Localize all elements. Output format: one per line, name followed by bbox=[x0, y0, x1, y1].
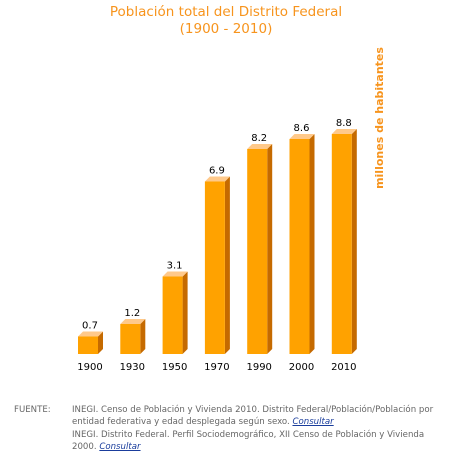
x-tick-label: 1950 bbox=[162, 362, 187, 373]
x-tick-label: 2010 bbox=[331, 362, 356, 373]
bar-side bbox=[267, 144, 273, 354]
chart-subtitle: (1900 - 2010) bbox=[179, 21, 273, 37]
source-text-1: INEGI. Censo de Población y Vivienda 201… bbox=[72, 405, 434, 427]
bar-top bbox=[162, 271, 188, 277]
bar-top bbox=[78, 331, 103, 337]
bar-side bbox=[351, 129, 357, 354]
bar-top bbox=[289, 134, 315, 139]
bar bbox=[204, 176, 230, 354]
bar bbox=[289, 134, 315, 354]
x-tick-label: 2000 bbox=[289, 362, 314, 373]
bar-value-label: 8.8 bbox=[336, 118, 352, 129]
source-line-2: INEGI. Distrito Federal. Perfil Sociodem… bbox=[72, 430, 444, 453]
bar-value-label: 8.6 bbox=[294, 123, 310, 134]
bar-front bbox=[204, 181, 225, 354]
bar bbox=[162, 271, 188, 354]
bar bbox=[120, 319, 146, 354]
bar-front bbox=[120, 324, 141, 354]
bar-value-label: 6.9 bbox=[209, 166, 225, 177]
bar-value-label: 8.2 bbox=[251, 133, 267, 144]
bar-side bbox=[224, 176, 230, 354]
bar-side bbox=[309, 134, 315, 354]
consultar-link-2[interactable]: Consultar bbox=[99, 441, 141, 452]
bar bbox=[331, 129, 357, 354]
bar-top bbox=[331, 129, 357, 134]
bar bbox=[247, 144, 273, 354]
bar-value-label: 0.7 bbox=[82, 321, 98, 332]
bar bbox=[78, 331, 103, 354]
chart-title-block: Población total del Distrito Federal (19… bbox=[0, 4, 452, 38]
bar-top bbox=[247, 144, 273, 149]
bar-value-label: 1.2 bbox=[124, 308, 140, 319]
bar-side bbox=[98, 331, 103, 354]
consultar-link-1[interactable]: Consultar bbox=[292, 416, 334, 427]
bar-front bbox=[247, 149, 268, 354]
x-tick-label: 1970 bbox=[204, 362, 229, 373]
bar-front bbox=[162, 276, 183, 354]
bar-side bbox=[140, 319, 146, 354]
bar-top bbox=[120, 319, 146, 324]
bar-front bbox=[289, 139, 310, 354]
bar-front bbox=[78, 336, 98, 354]
y-axis-label: millones de habitantes bbox=[373, 47, 386, 189]
x-tick-label: 1930 bbox=[120, 362, 145, 373]
bar-chart: 0.7 1.2 3.1 6.9 8.2 8.6 8.8 1900 1930 1950 1970 19… bbox=[77, 47, 386, 373]
bar-side bbox=[182, 271, 188, 354]
x-tick-label: 1900 bbox=[77, 362, 102, 373]
source-text-2: INEGI. Distrito Federal. Perfil Sociodem… bbox=[72, 430, 425, 452]
source-line-1: INEGI. Censo de Población y Vivienda 201… bbox=[72, 405, 444, 428]
source-label: FUENTE: bbox=[14, 405, 51, 415]
bar-value-label: 3.1 bbox=[167, 261, 183, 272]
bar-front bbox=[331, 134, 352, 354]
x-tick-label: 1990 bbox=[246, 362, 271, 373]
chart-title: Población total del Distrito Federal bbox=[109, 4, 343, 20]
bar-top bbox=[204, 176, 230, 182]
